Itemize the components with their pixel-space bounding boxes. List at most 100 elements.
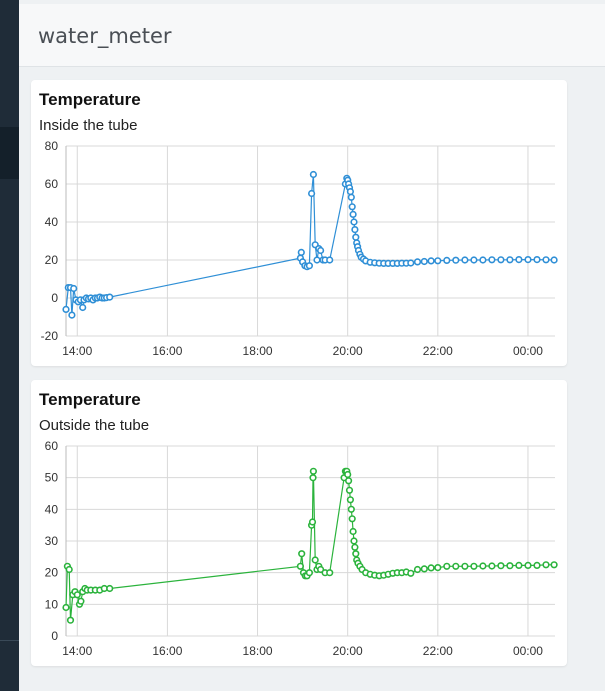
data-point[interactable]: [65, 565, 73, 574]
page-header: water_meter: [19, 4, 605, 67]
data-point[interactable]: [309, 170, 318, 179]
x-tick-label: 16:00: [152, 644, 182, 658]
data-point[interactable]: [79, 303, 87, 312]
data-point[interactable]: [515, 256, 523, 264]
y-tick-label: 40: [45, 215, 59, 229]
data-point[interactable]: [427, 564, 435, 572]
y-tick-label: -20: [41, 329, 59, 343]
data-point[interactable]: [479, 256, 487, 264]
data-point[interactable]: [515, 561, 523, 569]
series-line: [65, 470, 555, 621]
data-point[interactable]: [488, 256, 496, 264]
data-point[interactable]: [305, 569, 314, 577]
data-point[interactable]: [443, 562, 451, 570]
data-point[interactable]: [470, 562, 478, 570]
data-point[interactable]: [542, 561, 550, 569]
chart-subtitle: Inside the tube: [39, 117, 138, 134]
data-point[interactable]: [488, 562, 496, 570]
data-point[interactable]: [73, 591, 81, 599]
data-point[interactable]: [347, 193, 355, 201]
data-point[interactable]: [413, 258, 422, 266]
temperature-outside-chart: 0 10 20 30 40 50 60 14:00 16:00 18:00 20:00 22:00 00…: [45, 439, 558, 658]
data-point[interactable]: [106, 584, 114, 593]
data-point[interactable]: [420, 565, 428, 573]
data-point[interactable]: [106, 293, 114, 301]
data-point[interactable]: [309, 474, 317, 482]
data-point[interactable]: [347, 505, 355, 513]
x-tick-label: 22:00: [423, 344, 453, 358]
data-point[interactable]: [346, 187, 355, 196]
data-point[interactable]: [533, 256, 541, 264]
data-point[interactable]: [470, 256, 478, 264]
data-point[interactable]: [309, 467, 318, 475]
data-point[interactable]: [326, 569, 334, 577]
data-point[interactable]: [70, 284, 78, 293]
data-point[interactable]: [461, 562, 469, 570]
data-point[interactable]: [351, 543, 359, 551]
data-point[interactable]: [497, 256, 505, 264]
x-tick-label: 00:00: [513, 344, 543, 358]
data-point[interactable]: [351, 226, 359, 234]
y-tick-label: 20: [45, 566, 59, 580]
x-tick-label: 18:00: [243, 344, 273, 358]
x-tick-label: 00:00: [513, 644, 543, 658]
data-point[interactable]: [348, 203, 356, 211]
data-point[interactable]: [350, 218, 358, 226]
data-point[interactable]: [413, 565, 422, 574]
y-tick-label: 10: [45, 597, 59, 611]
left-nav-active-item[interactable]: [0, 127, 19, 179]
y-tick-label: 60: [45, 439, 59, 453]
data-point[interactable]: [533, 561, 541, 569]
data-point[interactable]: [308, 189, 316, 198]
data-point[interactable]: [348, 515, 356, 523]
data-point[interactable]: [311, 556, 319, 564]
data-point[interactable]: [313, 256, 321, 264]
data-point[interactable]: [66, 616, 75, 624]
data-point[interactable]: [434, 564, 442, 572]
data-point[interactable]: [550, 256, 558, 264]
data-point[interactable]: [524, 256, 532, 264]
data-point[interactable]: [349, 527, 357, 536]
data-point[interactable]: [461, 256, 469, 264]
data-point[interactable]: [352, 550, 360, 558]
data-point[interactable]: [317, 246, 325, 255]
data-point[interactable]: [62, 603, 70, 612]
data-point[interactable]: [506, 562, 514, 570]
data-point[interactable]: [479, 562, 487, 570]
data-point[interactable]: [407, 259, 415, 267]
chart-title: Temperature: [39, 390, 141, 409]
data-point[interactable]: [296, 562, 305, 570]
data-point[interactable]: [68, 311, 76, 319]
data-point[interactable]: [452, 562, 460, 570]
data-point[interactable]: [497, 562, 505, 570]
data-point[interactable]: [326, 256, 334, 264]
data-point[interactable]: [344, 470, 352, 479]
data-point[interactable]: [452, 256, 460, 264]
y-tick-label: 0: [51, 629, 58, 643]
data-point[interactable]: [443, 256, 451, 264]
data-point[interactable]: [308, 518, 317, 526]
data-point[interactable]: [524, 561, 532, 569]
data-point[interactable]: [550, 561, 558, 569]
data-point[interactable]: [407, 569, 415, 577]
x-tick-label: 16:00: [152, 344, 182, 358]
data-point[interactable]: [352, 233, 360, 241]
data-point[interactable]: [62, 305, 70, 313]
data-point[interactable]: [542, 256, 550, 264]
data-point[interactable]: [298, 550, 306, 558]
chart-card-outside: Temperature Outside the tube 0 10 20 30 40 50…: [31, 380, 567, 666]
data-point[interactable]: [427, 257, 435, 265]
data-point[interactable]: [77, 597, 85, 605]
data-point[interactable]: [349, 210, 357, 218]
data-point[interactable]: [506, 256, 514, 264]
data-point[interactable]: [434, 257, 442, 265]
data-point[interactable]: [350, 537, 358, 545]
data-point[interactable]: [305, 262, 314, 270]
data-point[interactable]: [345, 477, 353, 485]
data-point[interactable]: [346, 496, 355, 504]
x-tick-label: 22:00: [423, 644, 453, 658]
data-point[interactable]: [297, 248, 305, 256]
y-tick-label: 20: [45, 253, 59, 267]
data-point[interactable]: [420, 257, 428, 266]
data-point[interactable]: [345, 486, 354, 494]
